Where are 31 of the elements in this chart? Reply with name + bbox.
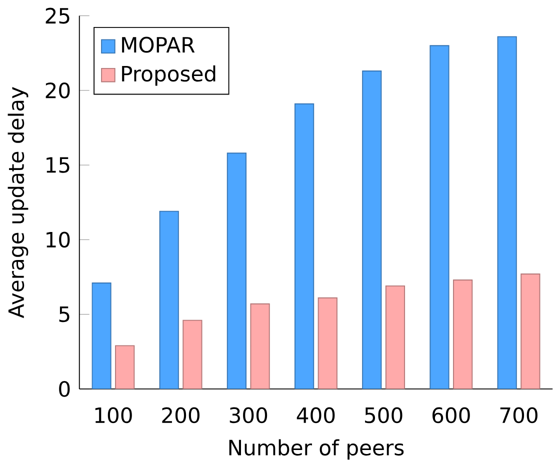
y-tick-label: 15 [46, 156, 70, 173]
y-tick-label: 0 [59, 380, 70, 397]
bar [294, 103, 314, 389]
bar [92, 282, 112, 389]
bar [520, 273, 540, 389]
x-tick-label: 100 [95, 407, 132, 423]
y-tick-label: 10 [46, 231, 70, 248]
x-tick-label: 500 [365, 407, 402, 423]
x-axis-title: Number of peers [229, 439, 404, 460]
x-tick-label: 600 [432, 407, 470, 423]
x-tick-label: 400 [296, 407, 335, 423]
legend-label: Proposed [122, 65, 216, 86]
bar [159, 210, 179, 389]
bar [115, 344, 135, 389]
bar [385, 285, 406, 389]
y-tick-label: 20 [46, 82, 70, 98]
x-tick-label: 200 [162, 407, 200, 423]
bar [362, 70, 382, 389]
bar [250, 303, 270, 389]
y-tick-label: 5 [59, 306, 70, 322]
bar [430, 44, 450, 389]
x-tick-label: 700 [500, 407, 538, 423]
bar [497, 36, 517, 389]
x-tick-label: 300 [230, 407, 268, 423]
bar [182, 320, 202, 389]
y-axis-title: Average update delay [8, 86, 28, 318]
legend-label: MOPAR [122, 36, 195, 53]
y-tick-label: 25 [46, 8, 70, 24]
bar [318, 297, 338, 389]
bar [226, 152, 246, 389]
bar [453, 279, 473, 389]
